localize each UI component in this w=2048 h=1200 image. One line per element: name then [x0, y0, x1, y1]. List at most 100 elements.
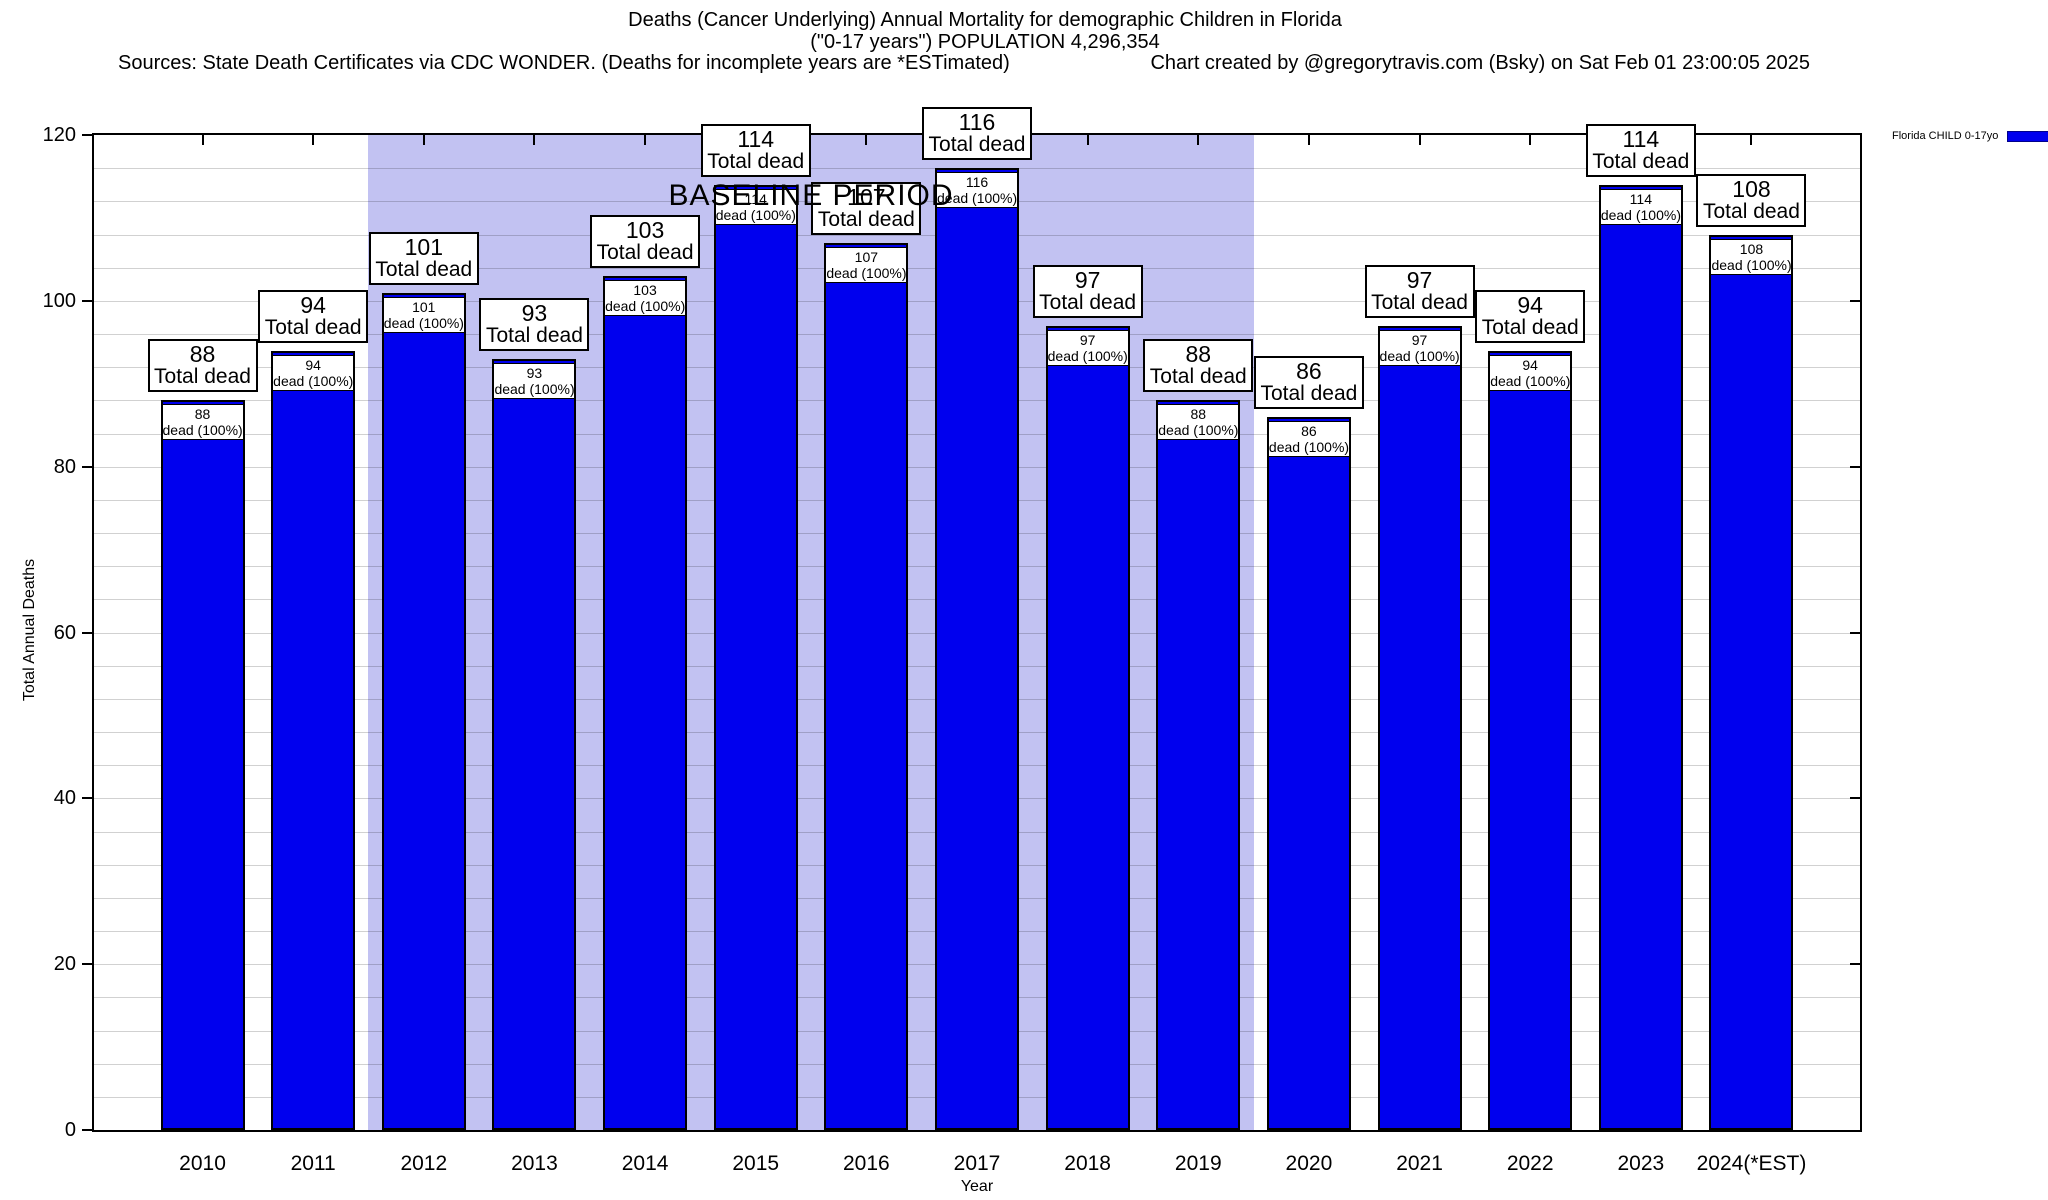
bar — [1045, 325, 1130, 1130]
bar-total-value: 88 — [189, 341, 216, 368]
y-tick-label: 120 — [42, 124, 76, 146]
bar-total-value: 114 — [737, 125, 775, 152]
bar-dead-text: dead (100%) — [494, 380, 575, 397]
bar-total-label: 114 Total dead — [700, 123, 811, 177]
x-category-label: 2020 — [1285, 1152, 1333, 1175]
x-tick-top — [1086, 135, 1089, 145]
bar-total-label: 103 Total dead — [590, 214, 701, 268]
bar-total-value: 114 — [1622, 125, 1660, 152]
bar-dead-text: dead (100%) — [937, 190, 1018, 207]
x-tick-top — [1750, 135, 1753, 145]
bar-dead-label: 114 dead (100%) — [714, 188, 797, 225]
bar-total-value: 94 — [300, 291, 326, 318]
bar-dead-text: dead (100%) — [383, 314, 464, 331]
x-tick-top — [1529, 135, 1532, 145]
y-tick-mark — [82, 963, 92, 966]
bar-total-text: Total dead — [1703, 199, 1800, 223]
x-category-label: 2019 — [1174, 1152, 1222, 1175]
legend-series-label: Florida CHILD 0-17yo — [1892, 130, 1999, 142]
bar-total-label: 101 Total dead — [368, 231, 479, 285]
bar-dead-label: 86 dead (100%) — [1267, 420, 1350, 457]
legend-swatch-icon — [2007, 130, 2048, 142]
bar — [1709, 234, 1794, 1130]
bar-dead-label: 93 dead (100%) — [493, 362, 576, 399]
bar — [160, 400, 245, 1130]
x-tick-top — [312, 135, 315, 145]
bar-dead-text: dead (100%) — [1379, 347, 1460, 364]
bar-total-value: 108 — [1732, 175, 1771, 202]
y-tick-mark — [82, 631, 92, 634]
x-category-label: 2015 — [732, 1152, 780, 1175]
bar-total-label: 107 Total dead — [811, 181, 922, 235]
bar-dead-text: dead (100%) — [1600, 206, 1681, 223]
x-category-label: 2013 — [511, 1152, 558, 1175]
bar-dead-label: 97 dead (100%) — [1378, 329, 1461, 366]
bar-total-text: Total dead — [375, 257, 473, 281]
bar-dead-value: 94 — [1522, 356, 1538, 373]
y-tick-mark — [82, 1129, 92, 1131]
bar-dead-value: 114 — [744, 190, 767, 207]
x-category-label: 2017 — [953, 1152, 1001, 1175]
y-tick-label: 100 — [42, 289, 76, 312]
bar-dead-label: 103 dead (100%) — [604, 279, 687, 316]
bar-total-text: Total dead — [596, 240, 694, 264]
x-axis-title: Year — [960, 1178, 994, 1195]
x-tick-top — [1418, 135, 1421, 145]
bar-dead-value: 86 — [1301, 422, 1317, 439]
y-tick-right — [1850, 963, 1860, 966]
bar-total-text: Total dead — [1039, 290, 1137, 314]
x-tick-top — [201, 135, 204, 145]
bar-dead-value: 101 — [412, 298, 436, 315]
x-tick-top — [865, 135, 868, 145]
y-tick-right — [1850, 797, 1860, 800]
sources-note: Sources: State Death Certificates via CD… — [118, 52, 1010, 74]
y-tick-right — [1850, 631, 1860, 634]
bar-total-label: 88 Total dead — [147, 339, 258, 393]
bar-total-text: Total dead — [485, 323, 583, 347]
bar-total-value: 93 — [521, 299, 548, 326]
bar-dead-text: dead (100%) — [162, 422, 243, 439]
bar-total-text: Total dead — [928, 133, 1026, 157]
bar-dead-text: dead (100%) — [715, 206, 796, 223]
bar-dead-value: 94 — [305, 356, 321, 373]
x-category-label: 2012 — [400, 1152, 448, 1175]
x-category-label: 2021 — [1396, 1152, 1443, 1175]
x-tick-top — [422, 135, 425, 145]
bar — [824, 242, 909, 1130]
bar — [271, 350, 356, 1130]
bar-total-label: 108 Total dead — [1696, 173, 1807, 227]
bar-total-label: 94 Total dead — [258, 289, 369, 343]
credit-note: Chart created by @gregorytravis.com (Bsk… — [1150, 52, 1810, 74]
bar-dead-text: dead (100%) — [1158, 422, 1239, 439]
bar-dead-label: 101 dead (100%) — [382, 296, 465, 333]
bar-dead-value: 88 — [1190, 406, 1207, 423]
bar-dead-value: 108 — [1739, 240, 1764, 257]
y-tick-label: 80 — [53, 455, 76, 478]
bar-dead-text: dead (100%) — [605, 297, 686, 314]
bar-dead-text: dead (100%) — [1268, 438, 1350, 455]
bar — [492, 358, 577, 1130]
bar — [1156, 400, 1241, 1130]
bar-total-value: 94 — [1517, 291, 1543, 318]
y-tick-label: 60 — [53, 621, 76, 644]
bar-dead-text: dead (100%) — [1711, 256, 1792, 273]
bar — [1377, 325, 1462, 1130]
plot-area: 88 Total dead 88 dead (100%) 94 Total dead 94 d… — [92, 107, 1862, 1132]
bar-total-value: 97 — [1074, 266, 1101, 293]
bar — [381, 292, 466, 1130]
bar-dead-value: 88 — [194, 406, 211, 423]
chart-title-line1: Deaths (Cancer Underlying) Annual Mortal… — [628, 9, 1342, 31]
legend: Florida CHILD 0-17yo — [1892, 130, 2048, 142]
bar-total-label: 97 Total dead — [1032, 264, 1143, 318]
bar-total-text: Total dead — [154, 365, 251, 389]
bar-dead-value: 107 — [854, 248, 879, 265]
bar-dead-label: 116 dead (100%) — [936, 172, 1018, 209]
bar-total-text: Total dead — [1371, 290, 1468, 314]
bar-dead-label: 88 dead (100%) — [1157, 404, 1240, 441]
y-tick-label: 20 — [53, 953, 76, 976]
bar-dead-label: 94 dead (100%) — [272, 354, 355, 391]
bar — [935, 168, 1019, 1130]
bar-total-label: 94 Total dead — [1475, 289, 1586, 343]
bar-total-label: 97 Total dead — [1364, 264, 1475, 318]
